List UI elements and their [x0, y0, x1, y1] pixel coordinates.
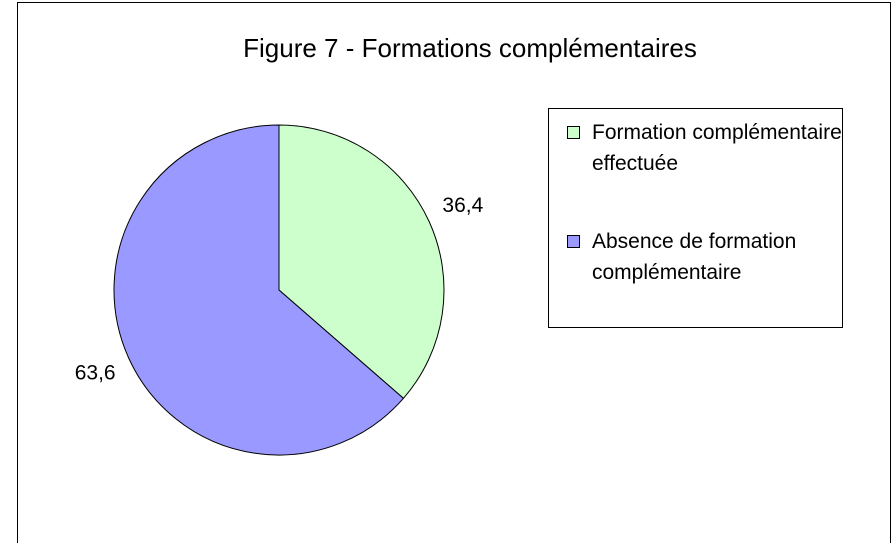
legend-swatch: [567, 235, 580, 248]
data-label: 63,6: [75, 361, 116, 384]
legend-label: Absence de formation complémentaire: [592, 230, 797, 284]
legend-swatch: [567, 126, 580, 139]
legend-box: [548, 108, 843, 328]
chart-frame: [17, 2, 891, 543]
pie-slice: [113, 124, 405, 456]
pie-slice: [278, 124, 445, 400]
chart-title: Figure 7 - Formations complémentaires: [243, 33, 697, 63]
data-label: 36,4: [442, 194, 483, 217]
legend-label: Formation complémentaire effectuée: [592, 121, 842, 175]
